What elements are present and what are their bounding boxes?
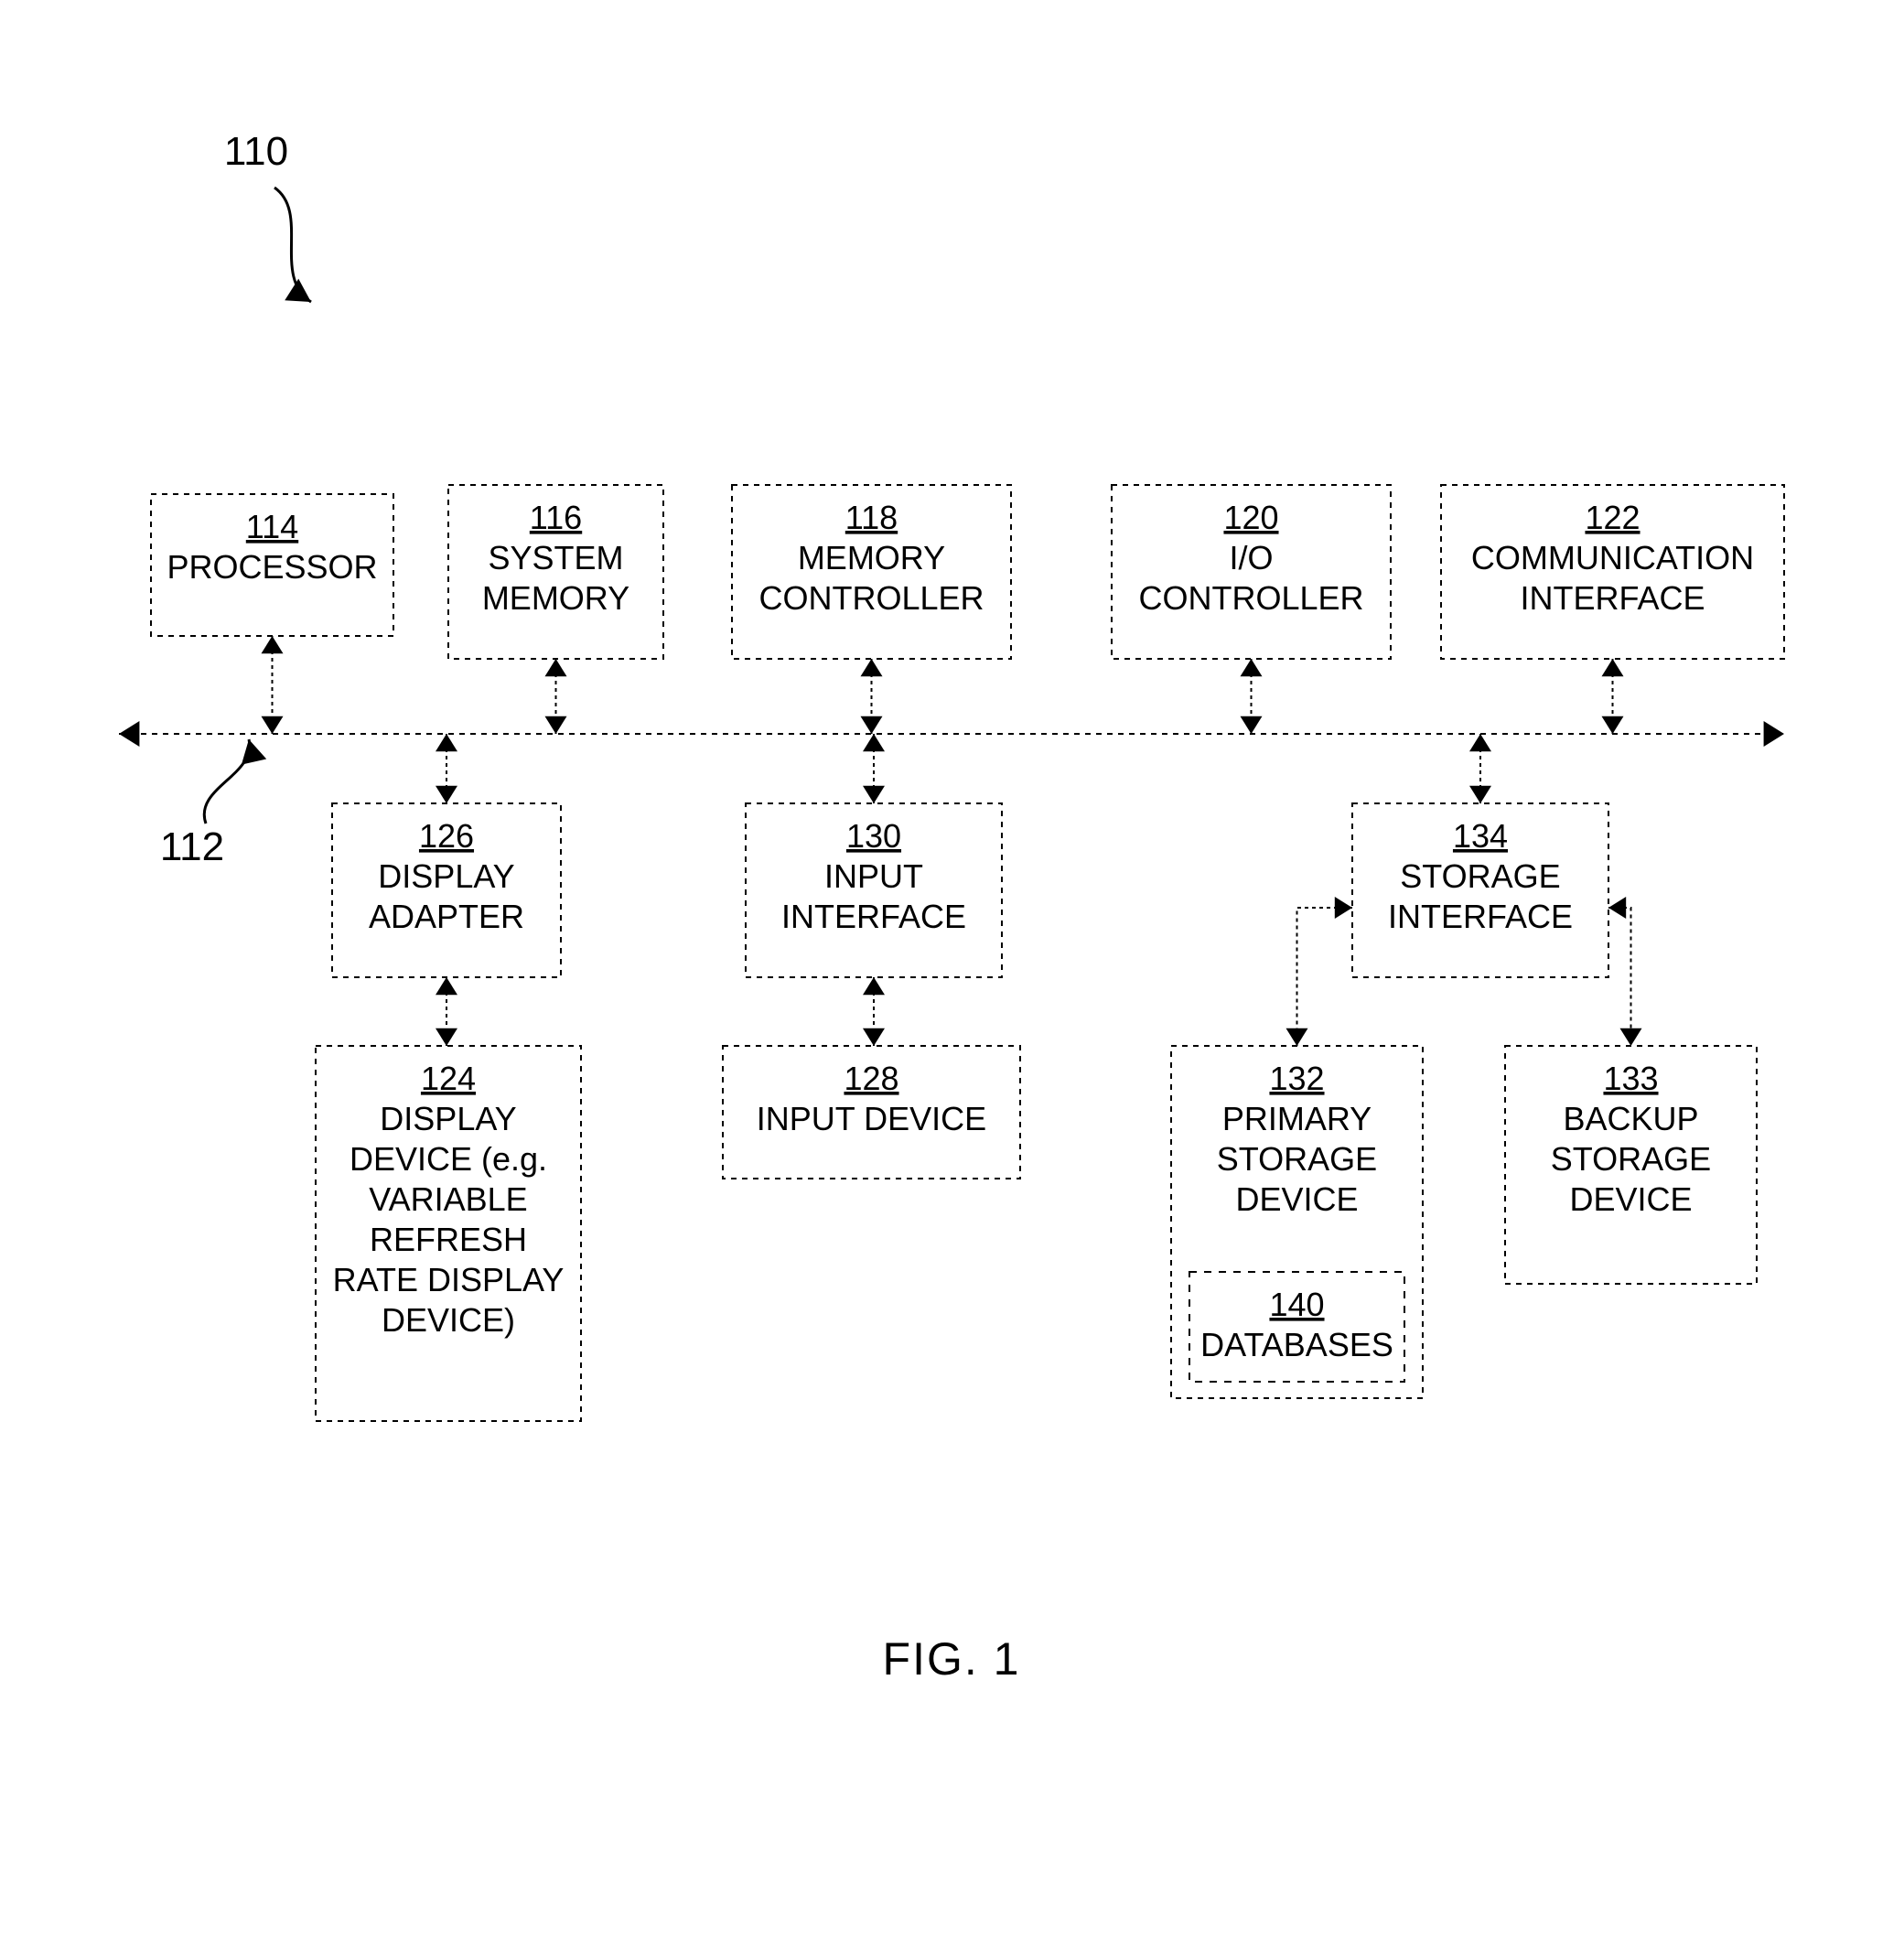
node-number: 140 xyxy=(1269,1286,1324,1323)
node-label-line: DISPLAY xyxy=(378,857,514,895)
node-number: 120 xyxy=(1223,499,1278,536)
node-label-line: STORAGE xyxy=(1217,1140,1377,1178)
node-number: 122 xyxy=(1585,499,1640,536)
node-label-line: MEMORY xyxy=(482,579,629,617)
connector-bus-dispadpt xyxy=(436,734,457,803)
pointer-110 xyxy=(274,188,311,302)
node-databases: 140DATABASES xyxy=(1189,1272,1404,1382)
node-label-line: INPUT xyxy=(824,857,923,895)
connector-sysmem-bus xyxy=(545,659,567,734)
node-label-line: REFRESH xyxy=(370,1221,527,1258)
node-label-line: CONTROLLER xyxy=(758,579,984,617)
node-dispadpt: 126DISPLAYADAPTER xyxy=(332,803,561,977)
node-label-line: PROCESSOR xyxy=(167,548,377,586)
connector-bus-storif xyxy=(1469,734,1491,803)
node-processor: 114PROCESSOR xyxy=(151,494,393,636)
node-memctrl: 118MEMORYCONTROLLER xyxy=(732,485,1011,659)
node-label-line: ADAPTER xyxy=(369,898,524,935)
node-label-line: BACKUP xyxy=(1563,1100,1698,1137)
node-label-line: DEVICE (e.g. xyxy=(350,1140,547,1178)
node-label-line: DEVICE) xyxy=(382,1301,515,1339)
node-label-line: INTERFACE xyxy=(781,898,966,935)
diagram-canvas: 114PROCESSOR116SYSTEMMEMORY118MEMORYCONT… xyxy=(0,0,1904,1960)
node-inputif: 130INPUTINTERFACE xyxy=(746,803,1002,977)
node-label-line: COMMUNICATION xyxy=(1471,539,1754,576)
connector-bus-inputif xyxy=(863,734,885,803)
node-number: 118 xyxy=(845,499,898,536)
node-label-line: I/O xyxy=(1229,539,1273,576)
node-label-line: VARIABLE xyxy=(369,1180,527,1218)
node-label-line: CONTROLLER xyxy=(1138,579,1363,617)
node-number: 116 xyxy=(530,499,582,536)
node-bkpstor: 133BACKUPSTORAGEDEVICE xyxy=(1505,1046,1757,1284)
node-dispdev: 124DISPLAYDEVICE (e.g.VARIABLEREFRESHRAT… xyxy=(316,1046,581,1421)
node-number: 133 xyxy=(1603,1060,1658,1097)
node-number: 114 xyxy=(246,508,298,545)
node-comm: 122COMMUNICATIONINTERFACE xyxy=(1441,485,1784,659)
connector-storif-bkpstor xyxy=(1608,897,1642,1046)
node-label-line: DATABASES xyxy=(1200,1326,1393,1363)
node-storif: 134STORAGEINTERFACE xyxy=(1352,803,1608,977)
connector-inputif-inputdev xyxy=(863,977,885,1046)
node-label-line: DEVICE xyxy=(1569,1180,1692,1218)
node-label-line: RATE DISPLAY xyxy=(333,1261,565,1298)
node-number: 128 xyxy=(844,1060,898,1097)
node-sysmem: 116SYSTEMMEMORY xyxy=(448,485,663,659)
node-number: 132 xyxy=(1269,1060,1324,1097)
node-label-line: INTERFACE xyxy=(1388,898,1573,935)
connector-memctrl-bus xyxy=(861,659,883,734)
node-label-line: PRIMARY xyxy=(1222,1100,1372,1137)
node-number: 126 xyxy=(419,817,474,855)
node-label-line: INPUT DEVICE xyxy=(757,1100,986,1137)
connector-comm-bus xyxy=(1602,659,1624,734)
node-inputdev: 128INPUT DEVICE xyxy=(723,1046,1020,1179)
connector-dispadpt-dispdev xyxy=(436,977,457,1046)
node-label-line: INTERFACE xyxy=(1520,579,1705,617)
ref-112: 112 xyxy=(160,824,224,869)
figure-label: FIG. 1 xyxy=(883,1633,1021,1685)
node-label-line: STORAGE xyxy=(1551,1140,1711,1178)
connector-ioctrl-bus xyxy=(1241,659,1263,734)
node-number: 124 xyxy=(421,1060,476,1097)
node-number: 134 xyxy=(1453,817,1508,855)
pointer-112 xyxy=(204,739,266,824)
node-ioctrl: 120I/OCONTROLLER xyxy=(1112,485,1391,659)
connector-processor-bus xyxy=(262,636,284,734)
node-number: 130 xyxy=(846,817,901,855)
node-label-line: SYSTEM xyxy=(488,539,623,576)
node-label-line: MEMORY xyxy=(798,539,945,576)
node-label-line: DEVICE xyxy=(1235,1180,1358,1218)
node-label-line: STORAGE xyxy=(1400,857,1560,895)
connector-storif-primstor xyxy=(1286,897,1353,1046)
ref-110: 110 xyxy=(224,129,288,174)
node-label-line: DISPLAY xyxy=(380,1100,516,1137)
bus xyxy=(119,721,1784,747)
